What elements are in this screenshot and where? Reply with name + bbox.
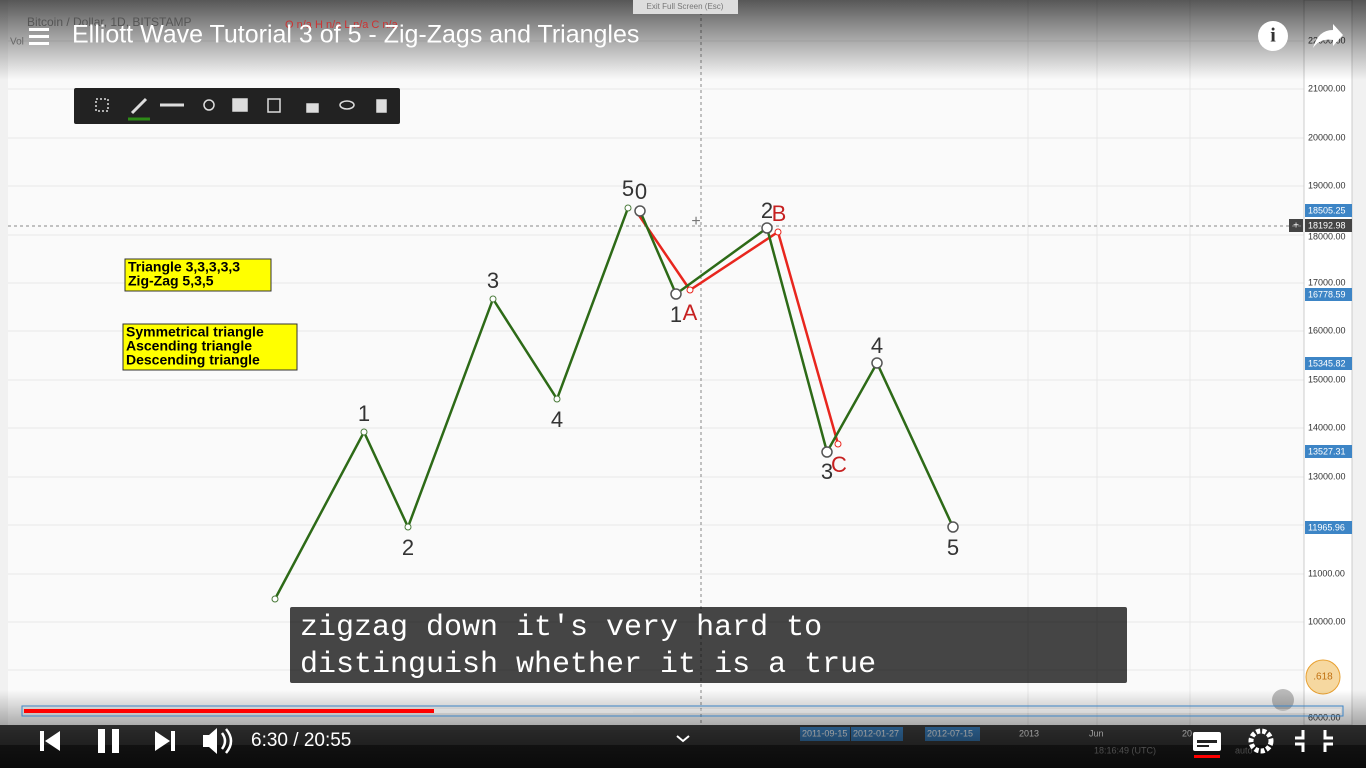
progress-played (24, 709, 434, 713)
price-tag: 15345.82 (1308, 358, 1346, 368)
caption-line: zigzag down it's very hard to (300, 611, 822, 645)
previous-button[interactable] (40, 731, 60, 751)
wave-points (271, 204, 959, 603)
time-display: 6:30 / 20:55 (251, 730, 351, 751)
impulse-wave (273, 207, 630, 600)
player-controls (40, 728, 233, 754)
progress-frame (21, 705, 1344, 717)
wave-label: 2 (761, 198, 773, 223)
caption-line: distinguish whether it is a true (300, 648, 876, 682)
note-text: Triangle 3,3,3,3,3 (128, 259, 240, 275)
progress-track[interactable] (24, 709, 1341, 713)
wave-label: 5 (622, 176, 634, 201)
ohlc: O n/a H n/a L n/a C n/a (285, 19, 399, 31)
price-label: 17000.00 (1308, 277, 1346, 287)
badge-text: .618 (1313, 672, 1333, 683)
price-tags: 18505.25 18192.98 + 16778.59 15345.82 13… (1289, 204, 1352, 534)
caption-window (290, 607, 1127, 683)
price-label: 11000.00 (1308, 568, 1345, 578)
wave-label: B (772, 201, 787, 226)
video-title[interactable]: Elliott Wave Tutorial 3 of 5 - Zig-Zags … (72, 21, 639, 49)
info-icon: i (1270, 25, 1276, 47)
price-label: 18000.00 (1308, 231, 1346, 241)
price-label: 21000.00 (1308, 83, 1346, 93)
wave-label: 1 (358, 401, 370, 426)
menu-icon[interactable] (29, 28, 49, 45)
share-button[interactable] (1313, 24, 1343, 48)
price-label: 13000.00 (1308, 471, 1346, 481)
price-label: 10000.00 (1308, 616, 1346, 626)
note-text: Descending triangle (126, 352, 260, 368)
expand-icon[interactable] (676, 735, 690, 743)
delete-icon[interactable] (376, 99, 387, 113)
settings-icon[interactable] (203, 99, 215, 111)
note-text: Zig-Zag 5,3,5 (128, 273, 214, 289)
wave-label: 4 (871, 333, 883, 358)
layers-icon[interactable] (232, 98, 248, 112)
price-label: 15000.00 (1308, 374, 1346, 384)
exit-fullscreen-button[interactable] (1295, 730, 1333, 752)
pen-icon[interactable] (130, 97, 148, 115)
settings-button[interactable] (1248, 728, 1274, 754)
wave-label: A (683, 300, 698, 325)
exit-hint: Exit Full Screen (Esc) (647, 2, 724, 11)
pause-button[interactable] (98, 729, 119, 753)
clone-icon[interactable] (267, 98, 281, 113)
select-icon[interactable] (95, 98, 109, 112)
volume-button[interactable] (203, 728, 217, 754)
toolbar-icons (95, 97, 387, 121)
note-box (122, 323, 298, 371)
wave-label: 1 (670, 302, 682, 327)
zigzag-wave (634, 210, 840, 445)
price-label: 16000.00 (1308, 325, 1346, 335)
lock-icon[interactable] (306, 103, 319, 113)
wave-label: 2 (402, 535, 414, 560)
next-button[interactable] (155, 731, 175, 751)
note-text: Symmetrical triangle (126, 324, 264, 340)
note-box (124, 258, 272, 292)
price-label: 14000.00 (1308, 422, 1346, 432)
price-label: 19000.00 (1308, 180, 1346, 190)
wave-label: C (831, 452, 847, 477)
info-button[interactable] (1258, 21, 1288, 51)
vol: Vol (10, 37, 24, 48)
plus-icon[interactable]: + (1293, 221, 1299, 232)
cursor: + (691, 213, 700, 230)
price-label: 20000.00 (1308, 132, 1346, 142)
wave-label: 5 (947, 535, 959, 560)
price-tag: 18505.25 (1308, 205, 1346, 215)
wave-label: 3 (487, 268, 499, 293)
price-tag: 18192.98 (1308, 220, 1346, 230)
wave-label: 0 (635, 179, 647, 204)
wave-label: 4 (551, 407, 563, 432)
price-tag: 13527.31 (1308, 446, 1346, 456)
wave-label: 3 (821, 459, 833, 484)
symbol: Bitcoin / Dollar, 1D, BITSTAMP (27, 15, 192, 29)
price-tag: 11965.96 (1308, 522, 1345, 532)
exit-hint-bg (633, 0, 738, 14)
visibility-icon[interactable] (339, 100, 355, 110)
bottom-shade (0, 690, 1366, 768)
triangle-wave (638, 210, 955, 528)
price-tag: 16778.59 (1308, 289, 1346, 299)
note-text: Ascending triangle (126, 338, 252, 354)
